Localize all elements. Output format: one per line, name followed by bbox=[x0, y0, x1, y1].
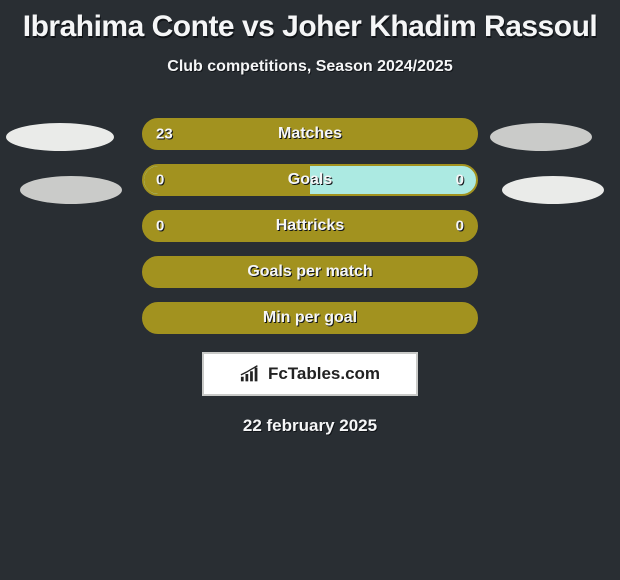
stat-left-value: 23 bbox=[156, 126, 173, 143]
stat-bar: 23 Matches bbox=[142, 118, 478, 150]
brand-text: FcTables.com bbox=[268, 364, 380, 384]
stat-bar: Min per goal bbox=[142, 302, 478, 334]
brand-attribution: FcTables.com bbox=[202, 352, 418, 396]
comparison-infographic: Ibrahima Conte vs Joher Khadim Rassoul C… bbox=[0, 0, 620, 580]
decorative-oval bbox=[20, 176, 122, 204]
decorative-oval bbox=[502, 176, 604, 204]
stat-label: Hattricks bbox=[276, 217, 344, 235]
stat-bar: 0 0 Goals bbox=[142, 164, 478, 196]
page-title: Ibrahima Conte vs Joher Khadim Rassoul bbox=[0, 0, 620, 44]
decorative-oval bbox=[490, 123, 592, 151]
stat-left-value: 0 bbox=[156, 172, 164, 189]
stat-left-value: 0 bbox=[156, 218, 164, 235]
stat-right-value: 0 bbox=[456, 172, 464, 189]
date-label: 22 february 2025 bbox=[0, 416, 620, 436]
decorative-oval bbox=[6, 123, 114, 151]
stat-bar-fill bbox=[144, 166, 310, 194]
chart-icon bbox=[240, 365, 262, 383]
stat-label: Goals bbox=[288, 171, 332, 189]
stat-label: Goals per match bbox=[247, 263, 372, 281]
stat-bar: Goals per match bbox=[142, 256, 478, 288]
stat-label: Matches bbox=[278, 125, 342, 143]
stat-right-value: 0 bbox=[456, 218, 464, 235]
stat-label: Min per goal bbox=[263, 309, 357, 327]
stat-bar: 0 0 Hattricks bbox=[142, 210, 478, 242]
subtitle: Club competitions, Season 2024/2025 bbox=[0, 58, 620, 76]
